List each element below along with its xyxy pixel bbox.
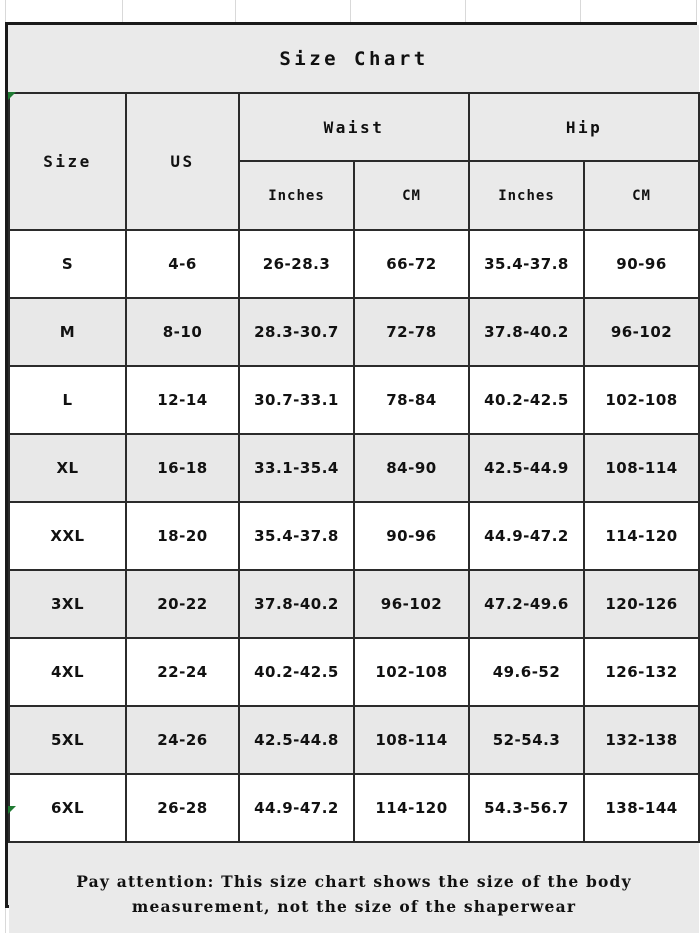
comment-marker-icon	[8, 806, 16, 814]
table-row: 4XL 22-24 40.2-42.5 102-108 49.6-52 126-…	[8, 637, 700, 707]
header-group-row: Size US Waist Hip	[8, 92, 700, 231]
cell-size: 6XL	[8, 773, 127, 843]
header-hip-inches: Inches	[468, 160, 585, 231]
cell-waist-in: 33.1-35.4	[238, 433, 355, 503]
header-waist: Waist	[238, 92, 470, 162]
table-row: S 4-6 26-28.3 66-72 35.4-37.8 90-96	[8, 229, 700, 299]
cell-waist-cm: 96-102	[353, 569, 470, 639]
table-row: 3XL 20-22 37.8-40.2 96-102 47.2-49.6 120…	[8, 569, 700, 639]
size-chart-table: Size Chart Size US Waist Hip Inches CM I…	[8, 25, 700, 933]
cell-waist-in: 30.7-33.1	[238, 365, 355, 435]
cell-us: 16-18	[125, 433, 240, 503]
cell-size: M	[8, 297, 127, 367]
cell-waist-cm: 114-120	[353, 773, 470, 843]
size-chart-table-frame: Size Chart Size US Waist Hip Inches CM I…	[5, 22, 700, 933]
title-row: Size Chart	[9, 25, 700, 94]
note-line-2: measurement, not the size of the shaperw…	[131, 896, 577, 916]
cell-hip-cm: 96-102	[582, 297, 700, 367]
cell-size: 3XL	[8, 569, 127, 639]
cell-hip-in: 52-54.3	[468, 705, 585, 775]
cell-us: 18-20	[125, 501, 240, 571]
cell-hip-in: 42.5-44.9	[468, 433, 585, 503]
cell-us: 26-28	[125, 773, 240, 843]
cell-waist-in: 28.3-30.7	[238, 297, 355, 367]
cell-hip-cm: 114-120	[582, 501, 700, 571]
cell-hip-in: 54.3-56.7	[468, 773, 585, 843]
cell-waist-in: 37.8-40.2	[238, 569, 355, 639]
cell-hip-in: 44.9-47.2	[468, 501, 585, 571]
cell-hip-cm: 102-108	[582, 365, 700, 435]
table-row: L 12-14 30.7-33.1 78-84 40.2-42.5 102-10…	[8, 365, 700, 435]
cell-waist-cm: 66-72	[353, 229, 470, 299]
page-title: Size Chart	[9, 25, 700, 94]
table-row: 6XL 26-28 44.9-47.2 114-120 54.3-56.7 13…	[8, 773, 700, 843]
header-waist-inches: Inches	[238, 160, 355, 231]
cell-us: 22-24	[125, 637, 240, 707]
cell-size: S	[8, 229, 127, 299]
comment-marker-icon	[8, 92, 16, 100]
cell-waist-in: 44.9-47.2	[238, 773, 355, 843]
note-row: Pay attention: This size chart shows the…	[9, 841, 700, 933]
header-us: US	[125, 92, 240, 231]
cell-waist-in: 40.2-42.5	[238, 637, 355, 707]
cell-size: 4XL	[8, 637, 127, 707]
cell-size: XL	[8, 433, 127, 503]
header-size: Size	[8, 92, 127, 231]
header-hip: Hip	[467, 92, 700, 162]
cell-hip-in: 49.6-52	[468, 637, 585, 707]
cell-hip-in: 40.2-42.5	[468, 365, 585, 435]
cell-hip-in: 47.2-49.6	[468, 569, 585, 639]
table-row: XXL 18-20 35.4-37.8 90-96 44.9-47.2 114-…	[8, 501, 700, 571]
cell-size: 5XL	[8, 705, 127, 775]
cell-hip-cm: 126-132	[582, 637, 700, 707]
table-row: XL 16-18 33.1-35.4 84-90 42.5-44.9 108-1…	[8, 433, 700, 503]
cell-hip-cm: 138-144	[582, 773, 700, 843]
cell-size: XXL	[8, 501, 127, 571]
cell-waist-cm: 102-108	[353, 637, 470, 707]
cell-us: 8-10	[125, 297, 240, 367]
table-row: 5XL 24-26 42.5-44.8 108-114 52-54.3 132-…	[8, 705, 700, 775]
cell-us: 24-26	[125, 705, 240, 775]
cell-hip-in: 37.8-40.2	[468, 297, 585, 367]
cell-waist-cm: 72-78	[353, 297, 470, 367]
cell-waist-cm: 78-84	[353, 365, 470, 435]
cell-waist-cm: 108-114	[353, 705, 470, 775]
cell-waist-cm: 90-96	[353, 501, 470, 571]
header-hip-cm: CM	[582, 160, 700, 231]
cell-us: 12-14	[125, 365, 240, 435]
header-waist-cm: CM	[353, 160, 470, 231]
cell-hip-cm: 90-96	[582, 229, 700, 299]
cell-size: L	[8, 365, 127, 435]
note-line-1: Pay attention: This size chart shows the…	[76, 872, 632, 892]
table-row: M 8-10 28.3-30.7 72-78 37.8-40.2 96-102	[8, 297, 700, 367]
cell-hip-cm: 120-126	[582, 569, 700, 639]
cell-hip-in: 35.4-37.8	[468, 229, 585, 299]
cell-waist-cm: 84-90	[353, 433, 470, 503]
cell-us: 20-22	[125, 569, 240, 639]
header-sub-row: Inches CM Inches CM	[9, 160, 700, 231]
cell-waist-in: 42.5-44.8	[238, 705, 355, 775]
cell-hip-cm: 108-114	[582, 433, 700, 503]
cell-hip-cm: 132-138	[582, 705, 700, 775]
cell-waist-in: 35.4-37.8	[238, 501, 355, 571]
cell-waist-in: 26-28.3	[238, 229, 355, 299]
cell-us: 4-6	[125, 229, 240, 299]
attention-note: Pay attention: This size chart shows the…	[9, 841, 700, 933]
